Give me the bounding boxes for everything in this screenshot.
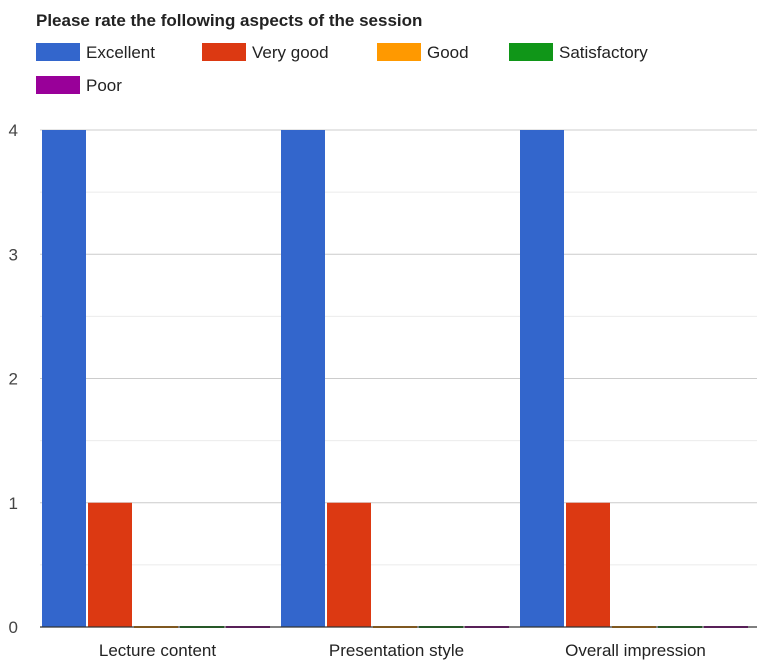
x-axis: Lecture content Presentation style Overall… — [40, 626, 757, 660]
x-tick-label-1: Presentation style — [329, 641, 464, 660]
bar-2-1 — [566, 502, 610, 627]
legend-label-4: Poor — [86, 76, 122, 95]
bar-0-1 — [88, 502, 132, 627]
legend-label-3: Satisfactory — [559, 43, 648, 62]
y-tick-label-0: 0 — [9, 618, 18, 637]
y-tick-label-2: 2 — [9, 370, 18, 389]
legend-swatch-2 — [377, 43, 421, 61]
bar-2-0 — [520, 130, 564, 627]
y-tick-label-3: 3 — [9, 245, 18, 264]
legend-swatch-3 — [509, 43, 553, 61]
y-tick-label-4: 4 — [9, 121, 18, 140]
legend: Excellent Very good Good Satisfactory Poor — [36, 43, 648, 95]
legend-swatch-0 — [36, 43, 80, 61]
gridlines — [40, 129, 757, 628]
y-axis: 0 1 2 3 4 — [9, 121, 18, 637]
legend-swatch-4 — [36, 76, 80, 94]
legend-label-0: Excellent — [86, 43, 155, 62]
chart-title: Please rate the following aspects of the… — [36, 11, 422, 30]
legend-swatch-1 — [202, 43, 246, 61]
bar-1-0 — [281, 130, 325, 627]
legend-label-2: Good — [427, 43, 469, 62]
bar-1-1 — [327, 502, 371, 627]
y-tick-label-1: 1 — [9, 494, 18, 513]
legend-label-1: Very good — [252, 43, 329, 62]
x-tick-label-0: Lecture content — [99, 641, 216, 660]
bar-0-0 — [42, 130, 86, 627]
x-tick-label-2: Overall impression — [565, 641, 706, 660]
